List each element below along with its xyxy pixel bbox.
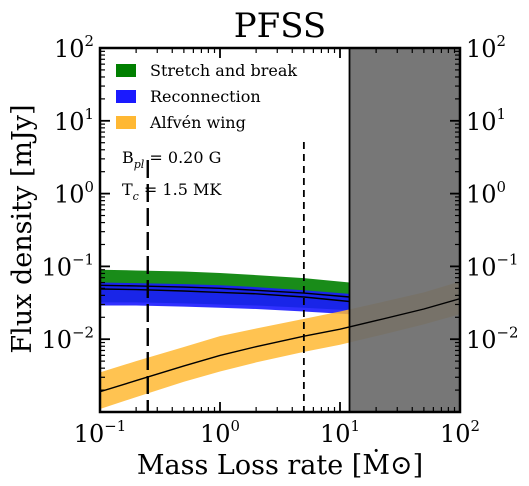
y-tick-label-right: 10−2 <box>466 323 518 354</box>
x-axis-label: Mass Loss rate [Ṁ⊙] <box>137 448 423 481</box>
chart-title: PFSS <box>234 6 326 46</box>
x-tick-label: 10−1 <box>74 417 126 448</box>
axes: 10−1 100 101 102 10−2 10−2 10−1 10−1 100 100 101 10… <box>42 32 519 448</box>
line-stretch-and-break <box>100 284 350 298</box>
plot-clip-group <box>100 48 460 412</box>
legend-label-3: Alfvén wing <box>149 113 246 132</box>
y-tick-label-left: 100 <box>54 178 94 209</box>
legend-swatch-3 <box>116 116 136 129</box>
legend-label-2: Reconnection <box>150 87 261 106</box>
y-tick-label-left: 101 <box>54 105 94 136</box>
y-axis-label: Flux density [mJy] <box>7 104 38 353</box>
y-tick-label-left: 102 <box>54 32 94 63</box>
line-alfv-n-wing <box>100 298 460 393</box>
x-tick-label: 100 <box>200 417 240 448</box>
x-tick-label: 102 <box>440 417 480 448</box>
line-reconnection <box>100 288 350 303</box>
y-tick-label-left: 10−2 <box>42 323 94 354</box>
x-tick-label: 101 <box>320 417 360 448</box>
y-tick-label-right: 10−1 <box>466 251 518 282</box>
legend-swatch-1 <box>116 64 136 77</box>
plot-frame <box>98 46 462 414</box>
y-tick-label-right: 101 <box>466 105 506 136</box>
y-tick-label-right: 100 <box>466 178 506 209</box>
param-annotation-2: Tc = 1.5 MK <box>122 180 222 203</box>
legend-swatch-2 <box>116 90 136 103</box>
legend-label-1: Stretch and break <box>150 61 297 80</box>
plot-area <box>100 48 460 412</box>
param-annotation-1: Bpl = 0.20 G <box>122 148 221 171</box>
shaded-region <box>349 48 460 412</box>
annotations: Bpl = 0.20 G Tc = 1.5 MK <box>122 148 222 203</box>
y-tick-label-right: 102 <box>466 32 506 63</box>
legend: Stretch and break Reconnection Alfvén wing <box>116 61 297 132</box>
y-tick-label-left: 10−1 <box>42 251 94 282</box>
